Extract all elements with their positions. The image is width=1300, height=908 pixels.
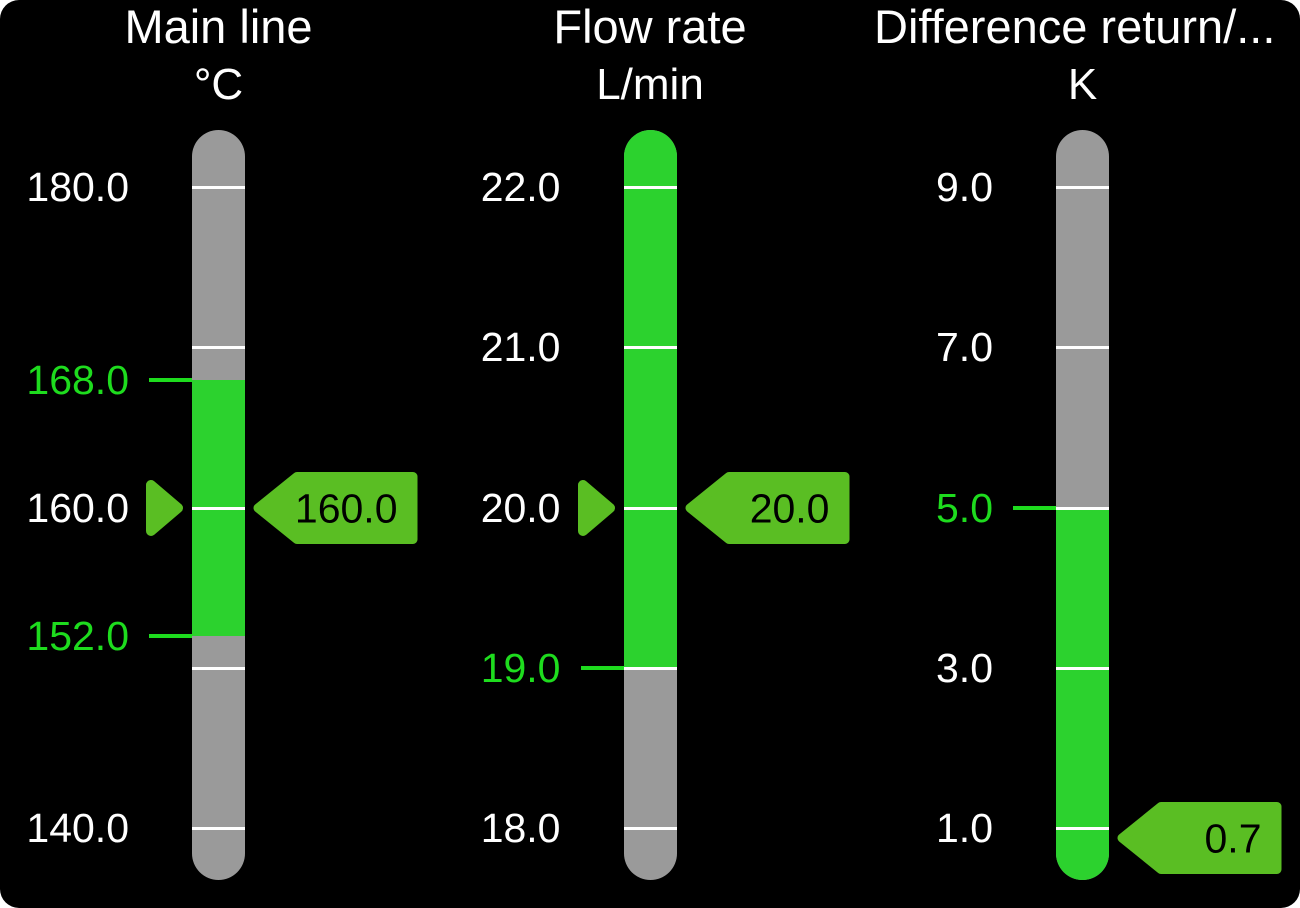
svg-text:160.0: 160.0 xyxy=(295,485,398,531)
svg-text:0.7: 0.7 xyxy=(1205,816,1262,862)
svg-text:20.0: 20.0 xyxy=(749,485,829,531)
